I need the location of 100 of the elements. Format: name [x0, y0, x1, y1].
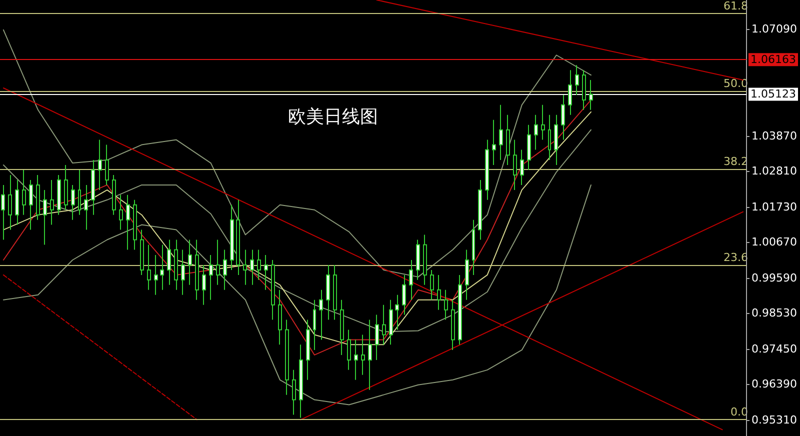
y-tick-label: 1.00670: [752, 236, 798, 249]
candlestick: [492, 119, 496, 166]
candlestick: [140, 229, 144, 276]
ref-line-label: 1.06163: [750, 53, 796, 66]
candlestick: [223, 249, 227, 290]
candlestick: [368, 319, 372, 390]
candlestick: [575, 64, 579, 96]
candlestick: [319, 289, 323, 340]
candlestick: [126, 194, 130, 250]
candlestick: [347, 329, 351, 370]
candlestick: [243, 249, 247, 286]
ref-line-label: 1.05123: [750, 88, 796, 101]
candlestick: [292, 369, 296, 416]
candlestick: [84, 184, 88, 230]
candlestick: [257, 249, 261, 280]
y-tick-label: 0.98530: [752, 306, 798, 320]
candlestick: [160, 244, 164, 290]
candlestick: [15, 179, 19, 226]
candlestick: [499, 104, 503, 161]
y-tick-label: 0.99590: [752, 271, 798, 284]
y-tick-label: 1.03870: [752, 129, 798, 142]
candlestick: [1, 184, 5, 240]
candlestick: [520, 149, 524, 186]
candlestick: [167, 239, 171, 286]
candlestick: [278, 289, 282, 346]
candlestick: [202, 264, 206, 306]
y-tick-label: 0.96390: [752, 378, 798, 391]
candlestick: [209, 254, 213, 300]
candlestick: [465, 249, 469, 300]
candlestick: [409, 260, 413, 300]
candlestick: [458, 274, 462, 346]
candlestick: [264, 254, 268, 290]
candlestick: [589, 80, 593, 110]
candlestick: [534, 114, 538, 150]
candlestick: [29, 179, 33, 230]
candlestick: [22, 170, 26, 216]
candlestick: [402, 274, 406, 316]
candlestick: [36, 174, 40, 220]
candlestick: [554, 114, 558, 166]
candlestick: [216, 239, 220, 286]
y-tick-label: 0.95310: [752, 414, 798, 427]
candlestick: [174, 239, 178, 290]
candlestick: [8, 174, 12, 230]
y-tick-label: 1.01730: [752, 200, 798, 214]
candlestick: [416, 239, 420, 280]
candlestick: [78, 170, 81, 216]
candlestick: [119, 194, 123, 230]
candlestick: [451, 299, 455, 350]
candlestick: [485, 139, 489, 200]
candlestick: [527, 124, 531, 171]
candlestick: [271, 260, 275, 320]
candlestick: [98, 139, 102, 190]
y-tick-label: 0.97450: [752, 342, 798, 356]
candlestick: [188, 239, 192, 286]
candlestick: [91, 160, 95, 216]
candlestick: [326, 264, 330, 320]
y-tick-label: 1.02810: [752, 164, 798, 178]
candlestick: [437, 274, 441, 310]
candlestick: [236, 199, 240, 276]
candlestick: [389, 299, 393, 346]
candlestick: [548, 114, 551, 161]
candlestick: [513, 139, 517, 190]
candlestick: [50, 179, 54, 226]
candlestick: [430, 269, 434, 300]
candlestick: [147, 244, 151, 290]
candlestick: [285, 319, 289, 396]
candlestick: [472, 219, 475, 276]
candlestick: [112, 174, 116, 216]
candlestick: [154, 254, 158, 296]
candlestick: [313, 299, 316, 350]
candlestick: [71, 184, 75, 220]
candlestick: [64, 164, 68, 210]
candlestick: [181, 249, 185, 296]
candlestick: [133, 199, 137, 250]
candlestick: [299, 344, 303, 418]
candlestick: [306, 319, 310, 380]
line-series: [2, 29, 592, 278]
candlestick: [43, 189, 47, 246]
text: 欧美日线图: [288, 106, 378, 128]
candlestick: [568, 70, 572, 116]
candlestick: [230, 204, 234, 270]
line-series: [2, 184, 592, 406]
candlestick: [250, 249, 254, 286]
candlestick: [423, 234, 427, 286]
candlestick: [57, 174, 61, 216]
candlestick: [561, 94, 565, 140]
candlestick: [382, 304, 386, 346]
candlestick: [195, 239, 199, 300]
candlestick: [333, 264, 337, 320]
candlestick: [105, 144, 109, 186]
candlestick: [375, 314, 379, 360]
candlestick: [361, 334, 365, 376]
candlestick: [506, 114, 510, 166]
candlestick: [395, 294, 399, 330]
candlestick: [582, 70, 586, 110]
candlestick: [478, 179, 482, 240]
y-tick-label: 1.07090: [752, 22, 798, 36]
candlestick: [340, 299, 344, 356]
candlestick: [444, 289, 448, 320]
candlestick: [354, 339, 358, 380]
